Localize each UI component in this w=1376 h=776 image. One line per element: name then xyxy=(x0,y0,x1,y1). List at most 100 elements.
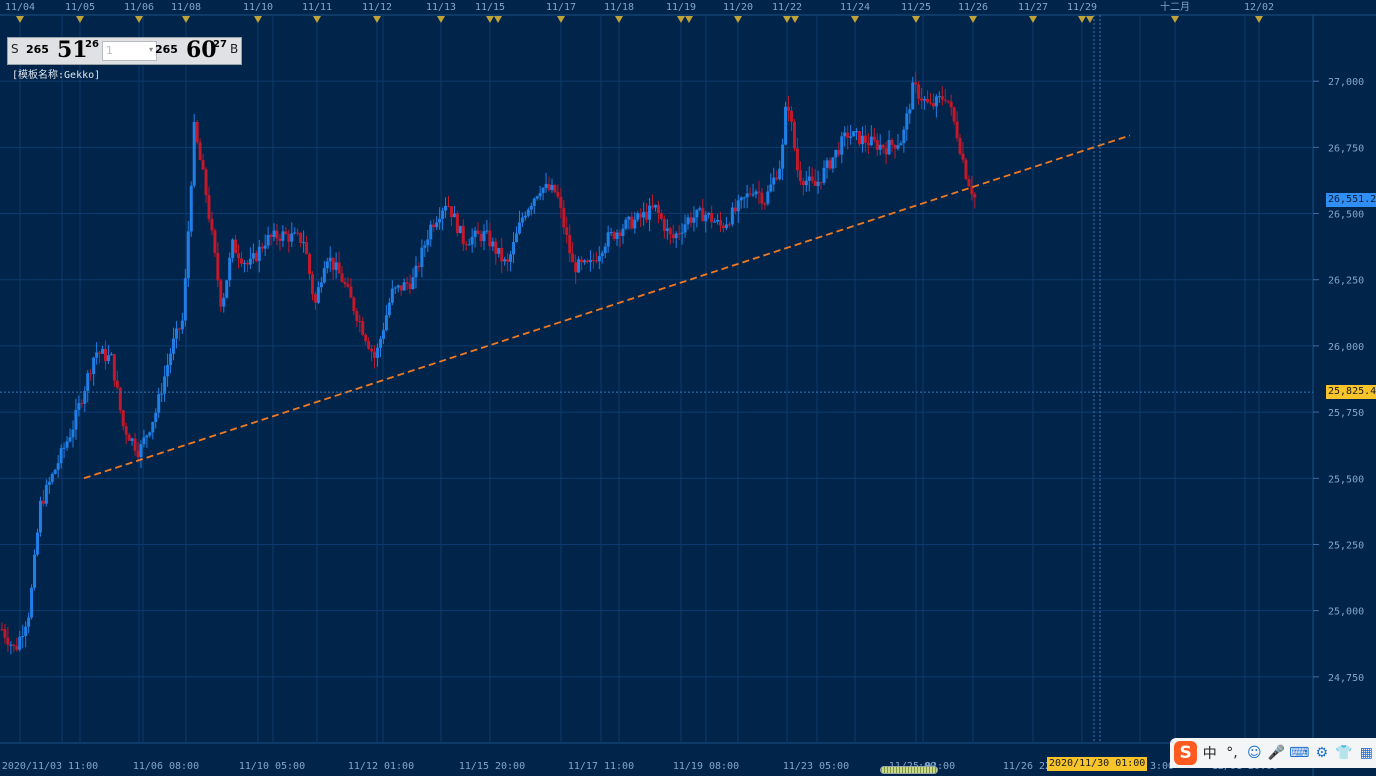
day-marker-icon xyxy=(969,16,977,23)
candle-body xyxy=(24,626,28,636)
top-date-label: 11/05 xyxy=(65,2,95,13)
candle-body xyxy=(825,160,829,168)
candle-body xyxy=(269,234,273,237)
candle-body xyxy=(600,253,604,256)
candle-body xyxy=(452,213,456,218)
ime-toolbar: S 中 °, ☺ 🎤 ⌨ ⚙ 👕 ▦ xyxy=(1170,738,1376,768)
ime-language-toggle[interactable]: 中 xyxy=(1202,746,1217,762)
candle-body xyxy=(228,257,232,281)
sell-prefix[interactable]: 265 xyxy=(26,43,49,56)
candle-body xyxy=(801,180,805,186)
candle-body xyxy=(441,210,445,219)
candle-body xyxy=(639,213,643,218)
candle-body xyxy=(118,387,122,411)
candle-body xyxy=(902,129,906,144)
candle-body xyxy=(157,394,161,413)
candle-body xyxy=(955,121,959,139)
quote-panel: S 265 51 26 1 ▾ 265 60 27 B xyxy=(7,37,242,65)
candle-body xyxy=(449,206,453,218)
candle-body xyxy=(139,444,143,457)
scrollbar-thumb[interactable] xyxy=(880,766,938,774)
buy-price[interactable]: 60 xyxy=(186,37,217,63)
candle-body xyxy=(878,144,882,150)
candle-body xyxy=(881,144,885,149)
candle-body xyxy=(222,297,226,307)
candle-body xyxy=(381,330,385,339)
crosshair xyxy=(0,15,1313,743)
candle-body xyxy=(142,437,146,445)
last-price-tag: 26,551.2 xyxy=(1326,192,1376,207)
candle-body xyxy=(585,260,589,263)
candle-body xyxy=(766,191,770,204)
candle-body xyxy=(479,234,483,242)
candle-body xyxy=(266,234,270,246)
candle-body xyxy=(337,262,341,274)
candle-body xyxy=(745,193,749,198)
candle-body xyxy=(837,149,841,155)
lot-size-input[interactable]: 1 ▾ xyxy=(102,41,157,61)
candle-body xyxy=(612,231,616,239)
candle-body xyxy=(736,200,740,212)
top-date-label: 11/11 xyxy=(302,2,332,13)
candle-body xyxy=(671,234,675,239)
candle-body xyxy=(393,287,397,289)
candle-body xyxy=(855,131,859,133)
candle-body xyxy=(491,241,495,247)
y-tick-label: 27,000 xyxy=(1328,77,1364,88)
candle-body xyxy=(3,629,7,638)
candle-body xyxy=(890,139,894,145)
candle-body xyxy=(621,228,625,236)
candle-body xyxy=(964,159,968,180)
tools-icon[interactable]: ⚙ xyxy=(1315,745,1329,761)
candle-body xyxy=(517,222,521,234)
top-date-label: 12/02 xyxy=(1244,2,1274,13)
candle-body xyxy=(580,259,584,263)
candle-body xyxy=(781,144,785,169)
skin-icon[interactable]: 👕 xyxy=(1335,745,1353,761)
candle-body xyxy=(30,587,34,618)
y-tick-label: 26,750 xyxy=(1328,143,1364,154)
candle-body xyxy=(574,262,578,273)
candle-body xyxy=(189,185,193,232)
candle-body xyxy=(103,348,107,362)
sell-pips[interactable]: 26 xyxy=(85,39,99,50)
candle-body xyxy=(775,177,779,180)
sell-tag[interactable]: S xyxy=(11,42,19,56)
buy-pips[interactable]: 27 xyxy=(213,39,227,50)
bottom-time-label: 11/12 01:00 xyxy=(348,761,414,772)
ime-logo-icon[interactable]: S xyxy=(1174,741,1198,765)
candle-body xyxy=(547,184,551,190)
ime-punctuation-toggle[interactable]: °, xyxy=(1226,745,1238,761)
y-tick-label: 25,500 xyxy=(1328,474,1364,485)
candle-body xyxy=(961,153,965,160)
candle-body xyxy=(240,258,244,264)
sell-price[interactable]: 51 xyxy=(57,37,88,63)
y-tick-label: 25,250 xyxy=(1328,540,1364,551)
menu-grid-icon[interactable]: ▦ xyxy=(1359,745,1373,761)
candle-body xyxy=(588,259,592,263)
y-tick-label: 25,750 xyxy=(1328,408,1364,419)
microphone-icon[interactable]: 🎤 xyxy=(1267,745,1286,761)
candle-body xyxy=(95,352,99,358)
candle-body xyxy=(373,351,377,358)
candle-body xyxy=(213,230,217,253)
day-marker-icon xyxy=(851,16,859,23)
buy-prefix[interactable]: 265 xyxy=(155,43,178,56)
cursor-price-tag: 25,825.4 xyxy=(1326,385,1376,400)
candle-body xyxy=(748,193,752,195)
candle-body xyxy=(615,232,619,239)
buy-tag[interactable]: B xyxy=(230,42,239,56)
candle-body xyxy=(908,109,912,114)
top-date-label: 11/04 xyxy=(5,2,35,13)
candle-body xyxy=(89,373,93,375)
candle-body xyxy=(74,409,78,430)
emoji-icon[interactable]: ☺ xyxy=(1246,745,1262,761)
keyboard-icon[interactable]: ⌨ xyxy=(1289,745,1310,761)
candle-body xyxy=(952,107,956,122)
spinner-icon[interactable]: ▾ xyxy=(148,45,153,54)
top-date-label: 11/24 xyxy=(840,2,870,13)
candle-body xyxy=(594,260,598,262)
candle-body xyxy=(843,132,847,137)
candle-body xyxy=(396,285,400,288)
